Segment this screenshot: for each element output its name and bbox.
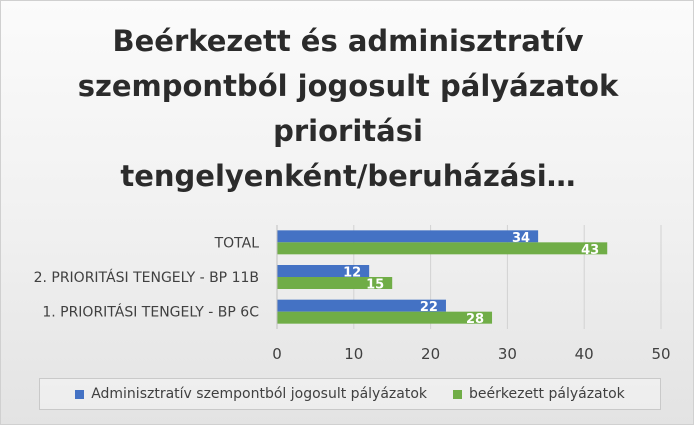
x-tick-label: 50 bbox=[651, 345, 670, 363]
legend-item-received: beérkezett pályázatok bbox=[453, 386, 625, 402]
legend-swatch-received bbox=[453, 389, 462, 399]
bar bbox=[277, 277, 393, 289]
chart-title: Beérkezett és adminisztratív szempontból… bbox=[41, 19, 655, 199]
bar bbox=[277, 242, 608, 255]
category-label: TOTAL bbox=[214, 235, 260, 251]
bar bbox=[277, 311, 493, 324]
x-tick-label: 40 bbox=[575, 345, 594, 363]
data-label: 34 bbox=[512, 231, 530, 246]
x-tick-label: 30 bbox=[498, 345, 517, 363]
legend: Adminisztratív szempontból jogosult pály… bbox=[39, 378, 661, 410]
chart-title-line-4: tengelyenként/beruházási… bbox=[120, 159, 576, 193]
legend-label-received: beérkezett pályázatok bbox=[469, 386, 625, 402]
legend-label-admin: Adminisztratív szempontból jogosult pály… bbox=[91, 386, 427, 402]
bar bbox=[277, 230, 539, 243]
data-label: 22 bbox=[420, 300, 438, 315]
legend-item-admin: Adminisztratív szempontból jogosult pály… bbox=[75, 386, 427, 402]
x-tick-label: 20 bbox=[421, 345, 440, 363]
chart-title-line-2: szempontból jogosult pályázatok bbox=[77, 69, 619, 103]
data-label: 28 bbox=[466, 312, 484, 327]
category-label: 1. PRIORITÁSI TENGELY - BP 6C bbox=[42, 304, 259, 321]
data-label: 15 bbox=[366, 278, 384, 293]
data-label: 12 bbox=[343, 266, 361, 281]
chart-title-line-3: prioritási bbox=[273, 114, 423, 148]
bar bbox=[277, 265, 370, 277]
chart-title-line-1: Beérkezett és adminisztratív bbox=[112, 24, 584, 58]
x-tick-label: 0 bbox=[272, 345, 282, 363]
data-label: 43 bbox=[581, 243, 599, 258]
legend-swatch-admin bbox=[75, 389, 85, 399]
bar bbox=[277, 299, 446, 312]
category-label: 2. PRIORITÁSI TENGELY - BP 11B bbox=[34, 269, 259, 286]
x-tick-label: 10 bbox=[344, 345, 363, 363]
